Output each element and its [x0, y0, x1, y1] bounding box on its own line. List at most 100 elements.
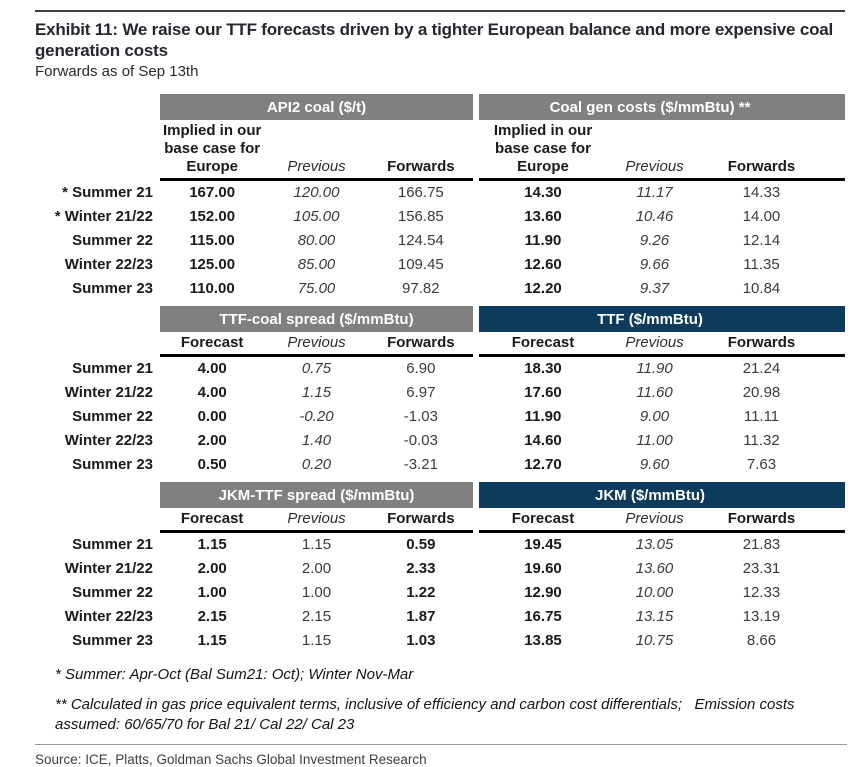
column-header-base-case: Implied in our base case for Europe	[493, 122, 593, 175]
row-label: Winter 22/23	[64, 432, 153, 449]
left-table-cells: 152.00 105.00 156.85	[160, 205, 473, 229]
value-cell: 1.15	[301, 384, 332, 401]
row-label: Summer 21	[72, 536, 153, 553]
value-cell: 9.37	[639, 280, 670, 297]
table-row: Winter 22/23 2.15 2.15 1.87 16.75 13.15 13.19	[35, 605, 845, 629]
value-cell: 125.00	[189, 256, 236, 273]
column-header-forecast: Forecast	[511, 334, 575, 351]
footnote-coal-gen-calculation: ** Calculated in gas price equivalent te…	[55, 696, 799, 733]
right-table-cells: 18.30 11.90 21.24	[479, 357, 845, 381]
row-label: Winter 22/23	[64, 608, 153, 625]
value-cell: 0.50	[197, 456, 227, 473]
section-rows: * Summer 21 167.00 120.00 166.75 14.30 11.17 1…	[35, 181, 845, 301]
label-col-spacer	[35, 306, 160, 332]
left-table-cells: 0.00 -0.20 -1.03	[160, 405, 473, 429]
label-col-spacer	[35, 510, 160, 533]
right-table-cells: 12.60 9.66 11.35	[479, 253, 845, 277]
jkm-header-label: JKM ($/mmBtu)	[594, 486, 705, 504]
row-label: * Winter 21/22	[54, 208, 153, 225]
label-col-spacer	[35, 334, 160, 357]
value-cell: 156.85	[397, 208, 444, 225]
table-row: Winter 21/22 4.00 1.15 6.97 17.60 11.60 20.98	[35, 381, 845, 405]
value-cell: 10.75	[635, 632, 674, 649]
jkm-ttf-spread-column-headers: Forecast Previous Forwards	[160, 510, 473, 533]
value-cell: 75.00	[297, 280, 336, 297]
value-cell: 124.54	[397, 232, 444, 249]
value-cell: 11.32	[743, 432, 780, 449]
jkm-column-headers: Forecast Previous Forwards	[479, 510, 845, 533]
value-cell: 14.60	[524, 432, 562, 449]
section-title-bars: API2 coal ($/t) Coal gen costs ($/mmBtu)…	[35, 94, 845, 120]
value-cell: 17.60	[524, 384, 562, 401]
value-cell: 12.90	[524, 584, 562, 601]
row-label: Summer 22	[72, 408, 153, 425]
value-cell: 8.66	[746, 632, 777, 649]
table-row: Summer 23 0.50 0.20 -3.21 12.70 9.60 7.63	[35, 453, 845, 477]
section-title-bars: JKM-TTF spread ($/mmBtu) JKM ($/mmBtu)	[35, 482, 845, 508]
value-cell: 12.33	[742, 584, 781, 601]
column-header-forwards: Forwards	[387, 158, 455, 175]
value-cell: 7.63	[746, 456, 777, 473]
value-cell: 16.75	[524, 608, 562, 625]
row-label: Summer 21	[72, 360, 153, 377]
left-table-cells: 167.00 120.00 166.75	[160, 181, 473, 205]
value-cell: 109.45	[397, 256, 444, 273]
value-cell: 12.14	[742, 232, 781, 249]
value-cell: 1.00	[197, 584, 227, 601]
api2-coal-header-label: API2 coal ($/t)	[266, 98, 367, 116]
right-table-cells: 14.60 11.00 11.32	[479, 429, 845, 453]
value-cell: 166.75	[397, 184, 444, 201]
value-cell: 1.00	[301, 584, 332, 601]
value-cell: 0.75	[301, 360, 332, 377]
column-header-forecast: Forecast	[511, 510, 575, 527]
column-header-forwards: Forwards	[387, 510, 455, 527]
row-label: * Summer 21	[62, 184, 153, 201]
section-jkm-ttf-spread-and-jkm: JKM-TTF spread ($/mmBtu) JKM ($/mmBtu) F…	[35, 482, 845, 653]
right-table-cells: 12.70 9.60 7.63	[479, 453, 845, 477]
left-table-cells: 2.15 2.15 1.87	[160, 605, 473, 629]
table-row: Summer 21 1.15 1.15 0.59 19.45 13.05 21.83	[35, 533, 845, 557]
value-cell: 2.00	[197, 432, 227, 449]
ttf-column-headers: Forecast Previous Forwards	[479, 334, 845, 357]
value-cell: 1.40	[301, 432, 332, 449]
api2-coal-column-headers: Implied in our base case for Europe Prev…	[160, 122, 473, 181]
left-table-cells: 4.00 0.75 6.90	[160, 357, 473, 381]
value-cell: 11.11	[743, 408, 780, 425]
value-cell: 10.84	[742, 280, 781, 297]
top-rule	[35, 10, 845, 12]
right-table-cells: 19.60 13.60 23.31	[479, 557, 845, 581]
row-label: Winter 21/22	[64, 560, 153, 577]
row-label: Summer 22	[72, 232, 153, 249]
column-header-previous: Previous	[287, 158, 346, 175]
value-cell: -1.03	[403, 408, 438, 425]
api2-coal-header-bar: API2 coal ($/t)	[160, 94, 473, 120]
table-row: Summer 22 1.00 1.00 1.22 12.90 10.00 12.33	[35, 581, 845, 605]
value-cell: 0.59	[406, 536, 436, 553]
jkm-ttf-spread-header-bar: JKM-TTF spread ($/mmBtu)	[160, 482, 473, 508]
right-table-cells: 14.30 11.17 14.33	[479, 181, 845, 205]
value-cell: 23.31	[742, 560, 781, 577]
value-cell: 6.90	[406, 360, 436, 377]
value-cell: 11.60	[636, 384, 673, 401]
value-cell: -3.21	[403, 456, 438, 473]
value-cell: 13.60	[635, 560, 674, 577]
value-cell: 9.00	[639, 408, 670, 425]
footnote-summer-winter-definition: * Summer: Apr-Oct (Bal Sum21: Oct); Wint…	[55, 666, 414, 683]
table-row: * Winter 21/22 152.00 105.00 156.85 13.60 10.…	[35, 205, 845, 229]
column-header-forwards: Forwards	[727, 158, 796, 175]
row-label: Winter 21/22	[64, 384, 153, 401]
value-cell: 12.60	[524, 256, 562, 273]
value-cell: 10.46	[635, 208, 674, 225]
column-header-forwards: Forwards	[727, 510, 796, 527]
left-table-cells: 4.00 1.15 6.97	[160, 381, 473, 405]
right-table-cells: 12.90 10.00 12.33	[479, 581, 845, 605]
value-cell: 0.00	[197, 408, 227, 425]
left-table-cells: 0.50 0.20 -3.21	[160, 453, 473, 477]
value-cell: 2.33	[406, 560, 436, 577]
row-label: Summer 23	[72, 632, 153, 649]
value-cell: 11.35	[743, 256, 780, 273]
exhibit-subtitle: Forwards as of Sep 13th	[35, 63, 199, 80]
value-cell: 12.20	[524, 280, 562, 297]
right-table-cells: 11.90 9.26 12.14	[479, 229, 845, 253]
ttf-coal-spread-header-label: TTF-coal spread ($/mmBtu)	[219, 310, 414, 328]
